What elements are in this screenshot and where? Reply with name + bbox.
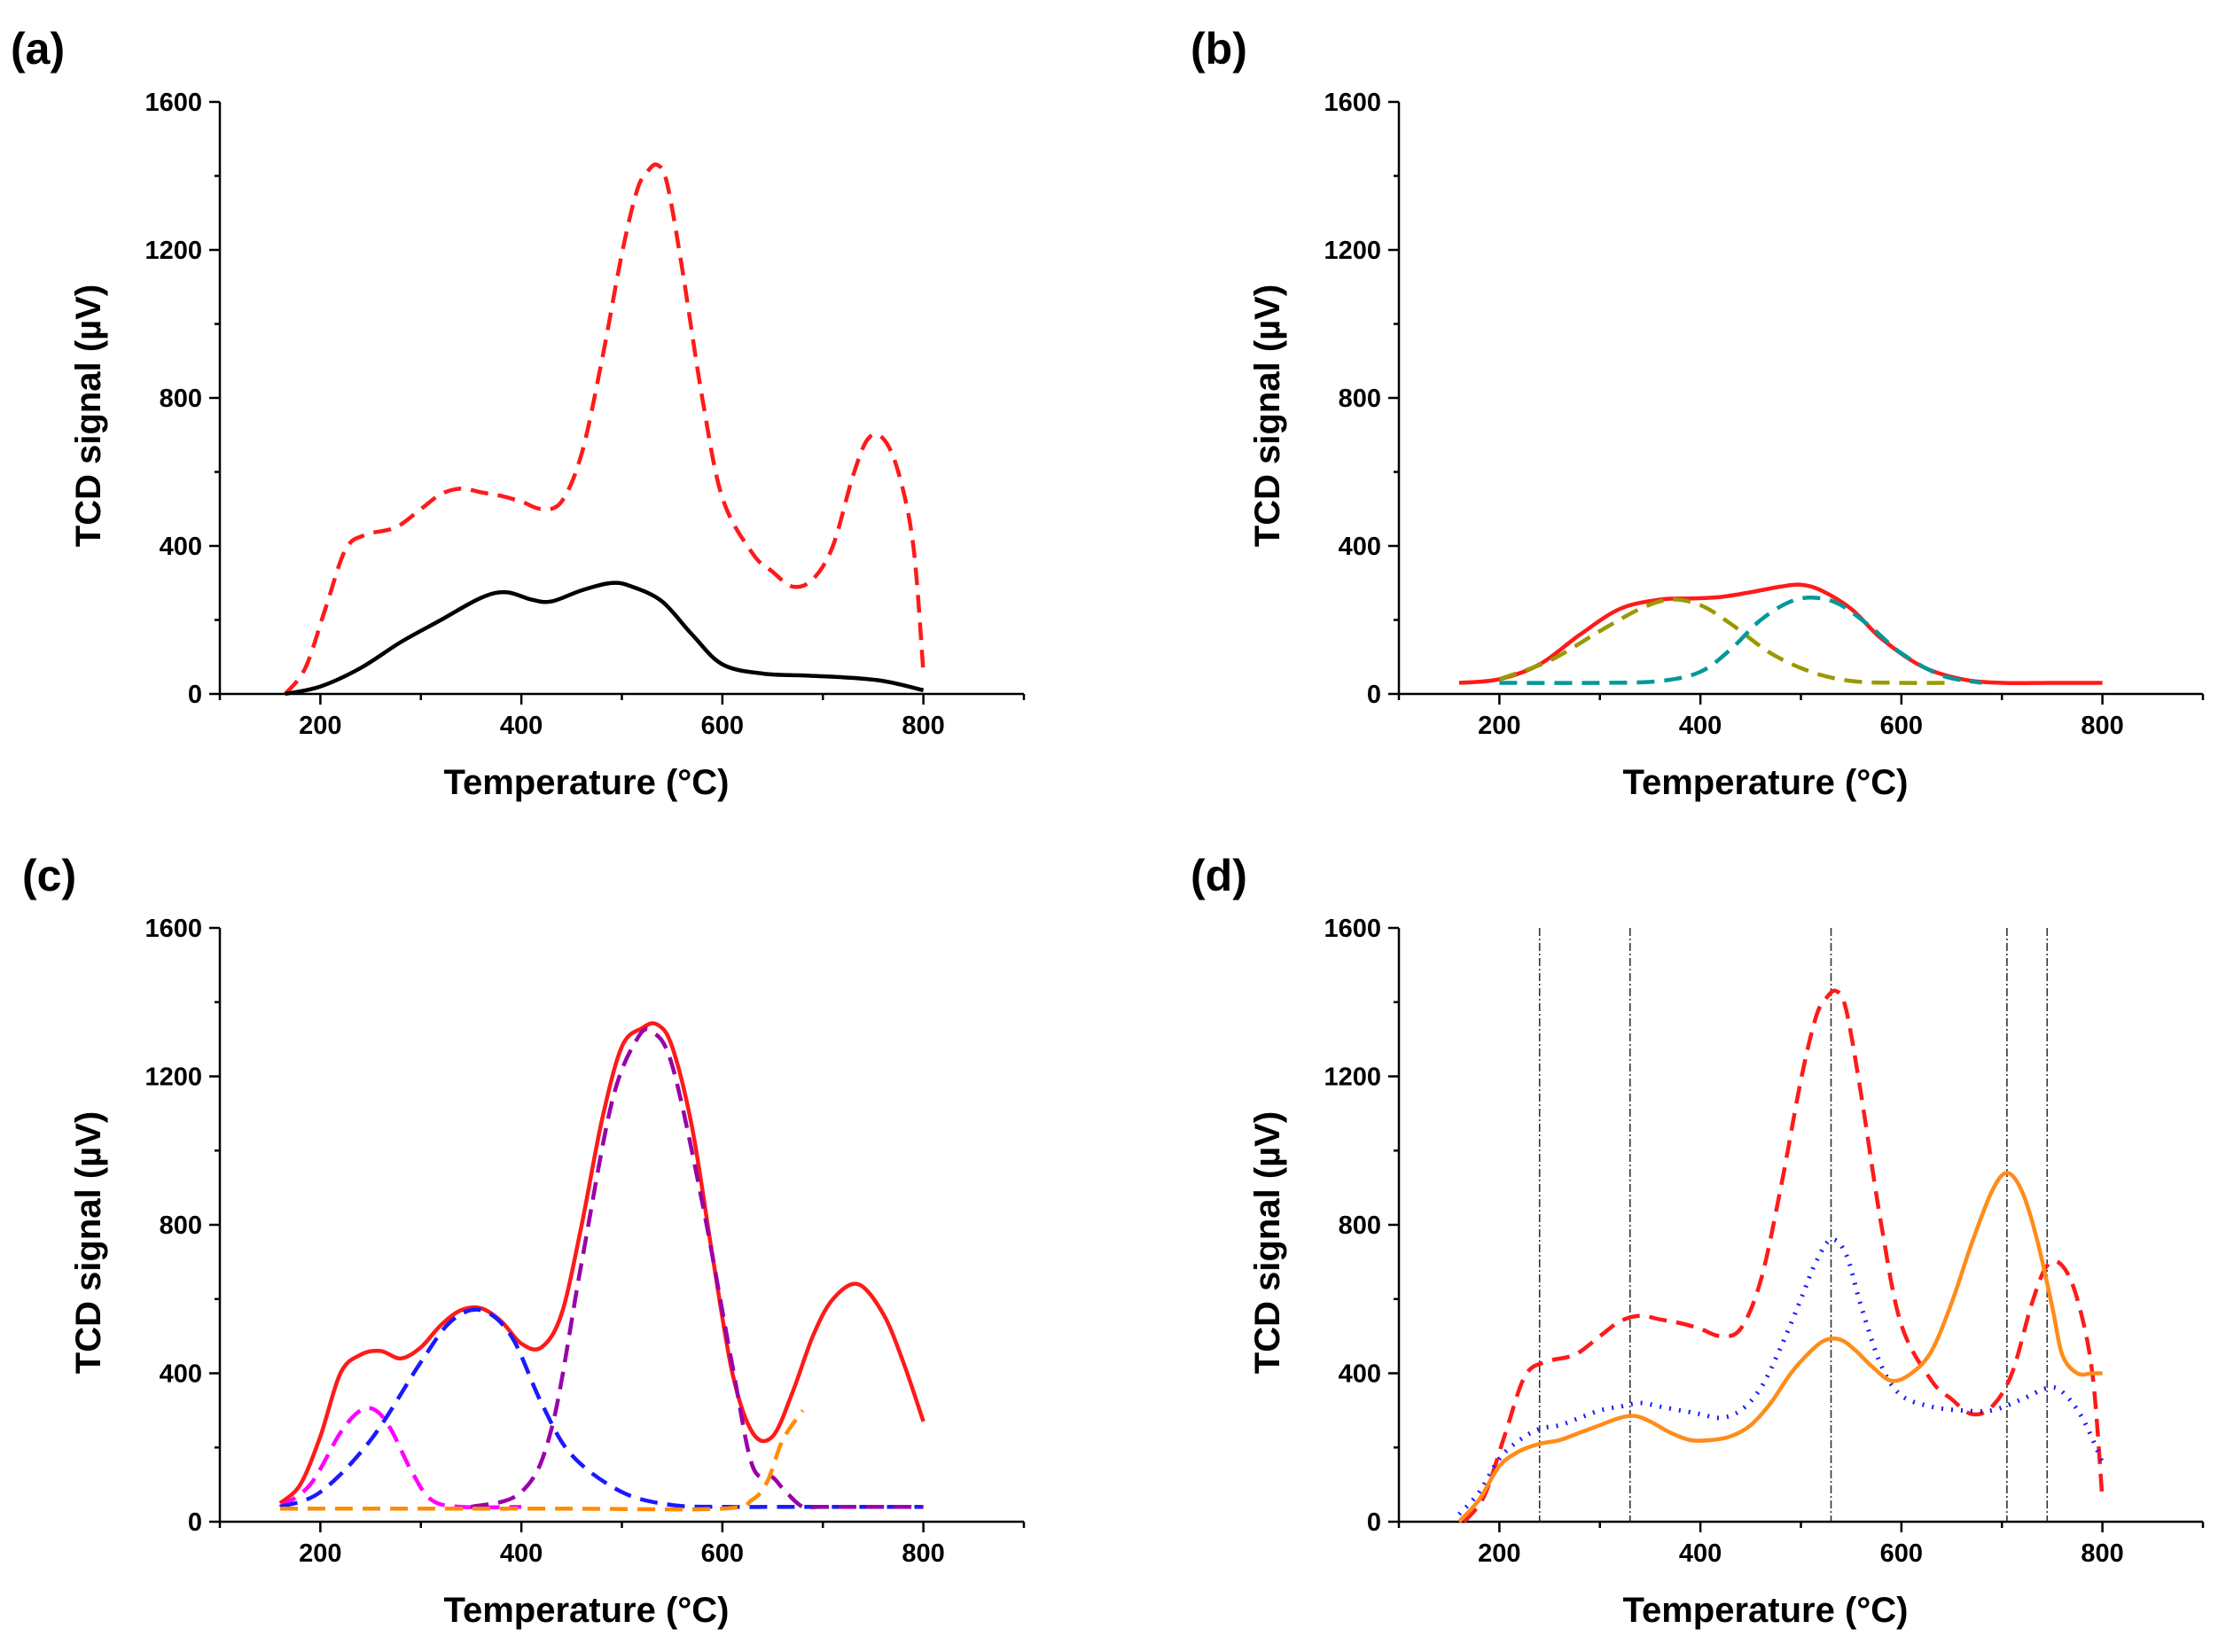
panel-label: (c) xyxy=(22,851,76,900)
x-tick-label: 200 xyxy=(299,1539,341,1568)
y-tick-label: 0 xyxy=(1367,681,1381,709)
x-tick-label: 600 xyxy=(1880,712,1923,740)
series-teal-dashed xyxy=(1499,596,1983,685)
y-tick-label: 800 xyxy=(160,1212,202,1240)
y-tick-label: 400 xyxy=(160,1360,202,1389)
y-tick-label: 800 xyxy=(160,385,202,413)
series-magenta-dashed xyxy=(278,1406,522,1510)
y-axis-title: TCD signal (µV) xyxy=(69,1111,108,1374)
x-tick-label: 600 xyxy=(701,712,744,740)
series-purple-dashed xyxy=(470,1027,924,1511)
x-tick-label: 800 xyxy=(2081,712,2123,740)
y-tick-label: 400 xyxy=(1339,533,1381,561)
chart-panel-a: (a) 0 400 800 1200 1600 200 400 600 800 Temperatur… xyxy=(11,24,1026,802)
y-tick-label: 400 xyxy=(1339,1360,1381,1389)
y-axis-title: TCD signal (µV) xyxy=(69,284,108,547)
x-tick-label: 200 xyxy=(1478,712,1520,740)
chart-panel-c: (c) 0 400 800 1200 1600 200 400 600 800 Temperatur… xyxy=(22,851,1026,1630)
y-tick-label: 800 xyxy=(1339,1212,1381,1240)
panel-label: (d) xyxy=(1191,851,1247,900)
y-axis-title: TCD signal (µV) xyxy=(1248,284,1287,547)
series-orange-dashed xyxy=(279,1409,805,1512)
y-tick-label: 0 xyxy=(188,681,202,709)
x-tick-label: 400 xyxy=(1679,712,1722,740)
y-tick-label: 1200 xyxy=(144,1064,202,1092)
series-red-solid xyxy=(278,1021,925,1505)
x-axis-title: Temperature (°C) xyxy=(444,763,730,802)
x-tick-label: 800 xyxy=(902,712,944,740)
y-tick-label: 1600 xyxy=(144,915,202,943)
x-tick-label: 800 xyxy=(902,1539,944,1568)
y-axis-title: TCD signal (µV) xyxy=(1248,1111,1287,1374)
y-tick-label: 1200 xyxy=(144,237,202,265)
x-axis-title: Temperature (°C) xyxy=(444,1591,730,1630)
y-tick-label: 1200 xyxy=(1324,237,1381,265)
x-axis-title: Temperature (°C) xyxy=(1623,1591,1909,1630)
y-tick-label: 0 xyxy=(1367,1508,1381,1537)
x-tick-label: 600 xyxy=(701,1539,744,1568)
x-tick-label: 400 xyxy=(500,1539,543,1568)
series-black-solid xyxy=(285,581,925,697)
y-tick-label: 1600 xyxy=(1324,89,1381,117)
x-tick-label: 800 xyxy=(2081,1539,2123,1568)
y-tick-label: 400 xyxy=(160,533,202,561)
x-tick-label: 400 xyxy=(1679,1539,1722,1568)
series-blue-dotted xyxy=(1457,1237,2105,1516)
series-red-dashed xyxy=(283,162,925,696)
series-red-solid xyxy=(1458,582,2103,686)
panel-label: (b) xyxy=(1191,24,1247,74)
x-tick-label: 400 xyxy=(500,712,543,740)
x-tick-label: 200 xyxy=(299,712,341,740)
series-blue-dashed xyxy=(279,1307,924,1509)
chart-panel-d: (d) 0 400 800 1200 1600 200 400 600 800 Temperatur… xyxy=(1191,851,2205,1630)
panel-label: (a) xyxy=(11,24,65,74)
x-axis-title: Temperature (°C) xyxy=(1623,763,1909,802)
y-tick-label: 0 xyxy=(188,1508,202,1537)
y-tick-label: 800 xyxy=(1339,385,1381,413)
series-olive-dashed xyxy=(1498,597,1952,685)
x-tick-label: 600 xyxy=(1880,1539,1923,1568)
y-tick-label: 1600 xyxy=(1324,915,1381,943)
series-orange-solid xyxy=(1457,1171,2103,1523)
y-tick-label: 1200 xyxy=(1324,1064,1381,1092)
x-tick-label: 200 xyxy=(1478,1539,1520,1568)
y-tick-label: 1600 xyxy=(144,89,202,117)
chart-panel-b: (b) 0 400 800 1200 1600 200 400 600 800 Temperatur… xyxy=(1191,24,2205,802)
